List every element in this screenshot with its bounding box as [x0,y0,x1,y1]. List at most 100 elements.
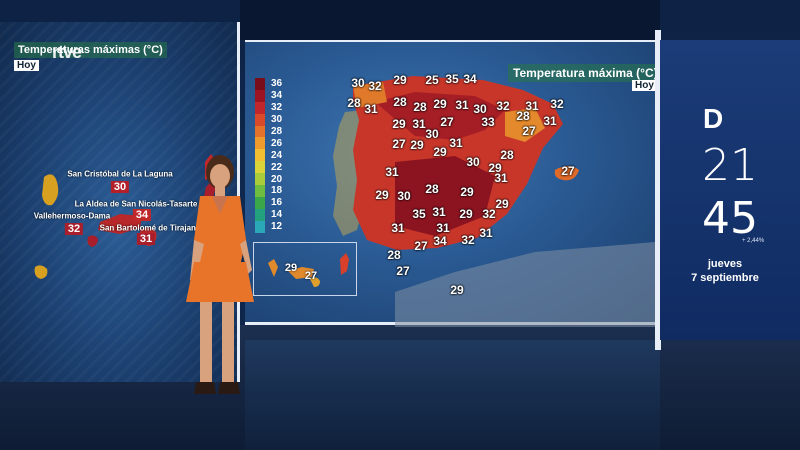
map-temperature-value: 34 [433,234,447,248]
map-temperature-value: 32 [482,207,496,221]
map-temperature-value: 31 [391,221,405,235]
island-tenerife [98,214,142,234]
map-temperature-value: 28 [413,100,427,114]
map-temperature-value: 28 [347,96,361,110]
main-map-title: Temperatura máxima (°C) [508,64,663,82]
map-temperature-value: 30 [425,127,439,141]
iberia-map [333,76,660,327]
map-temperature-value: 29 [433,145,447,159]
map-temperature-value: 27 [561,164,575,178]
clock-hour: 21 [702,140,758,191]
legend-label: 22 [271,161,283,173]
legend-row: 32 [255,101,315,114]
island-la-palma [42,174,59,206]
legend-swatch [255,101,265,114]
map-temperature-value: 30 [351,76,365,90]
legend-row: 34 [255,89,315,102]
city-label-la-laguna: San Cristóbal de La Laguna [67,169,173,179]
map-temperature-value: 31 [494,171,508,185]
map-temperature-value: 32 [461,233,475,247]
map-temperature-value: 25 [425,73,439,87]
legend-label: 28 [271,126,283,137]
legend-row: 12 [255,220,315,233]
legend-label: 34 [271,90,283,102]
legend-swatch [255,149,265,162]
legend-row: 24 [255,149,315,162]
canary-temp-east: 27 [304,270,318,282]
map-temperature-value: 30 [397,189,411,203]
map-temperature-value: 27 [414,239,428,253]
legend-swatch [255,113,265,126]
map-temperature-value: 29 [459,207,473,221]
legend-label: 18 [271,185,283,197]
city-label-la-aldea: La Aldea de San Nicolás-Tasarte [74,199,198,209]
legend-label: 12 [271,221,283,233]
rtve-logo: rtve [52,42,82,62]
top-frame [240,0,660,40]
clock-minute: 45 [702,193,758,244]
map-temperature-value: 35 [445,72,459,86]
map-temperature-value: 28 [387,248,401,262]
map-temperature-value: 31 [525,99,539,113]
channel-logo: D [703,103,724,134]
temperature-legend: 36 34 32 30 28 26 24 22 20 18 16 14 12 [255,78,315,233]
spain-hot-zone-north [375,92,505,140]
map-temperature-value: 33 [481,115,495,129]
map-temperature-value: 31 [432,205,446,219]
map-temperature-value: 27 [392,137,406,151]
legend-row: 30 [255,113,315,126]
left-day-label: Hoy [14,60,39,71]
legend-label: 24 [271,149,283,161]
map-temperature-value: 29 [392,117,406,131]
legend-swatch [255,89,265,102]
legend-swatch [255,185,265,197]
legend-swatch [255,173,265,186]
map-temperature-value: 31 [449,136,463,150]
map-temperature-value: 28 [516,109,530,123]
map-temperature-value: 30 [466,155,480,169]
map-temperature-value: 28 [425,182,439,196]
legend-row: 26 [255,137,315,150]
map-temperature-value: 28 [500,148,514,162]
legend-label: 14 [271,209,283,221]
map-temperature-value: 27 [522,124,536,138]
map-temperature-value: 31 [385,165,399,179]
map-temperature-value: 35 [412,207,426,221]
legend-row: 36 [255,78,315,90]
spain-hot-zone-south [395,156,495,236]
map-temperature-value: 31 [479,226,493,240]
floor-reflection [245,340,660,450]
legend-swatch [255,161,265,174]
map-temperature-value: 29 [460,185,474,199]
temp-badge-la-laguna: 30 [110,181,130,193]
date-label: 7 septiembre [691,272,759,284]
map-temperature-value: 31 [455,98,469,112]
legend-label: 30 [271,114,283,126]
map-temperature-value: 32 [368,79,382,93]
legend-swatch [255,125,265,138]
map-temperature-value: 29 [495,197,509,211]
legend-row: 18 [255,185,315,197]
legend-swatch [255,196,265,209]
market-change: + 2,44% [742,238,765,244]
city-label-vallehermoso: Vallehermoso-Dama [33,211,111,221]
clock-panel [660,40,800,340]
legend-label: 32 [271,102,283,114]
legend-label: 16 [271,197,283,209]
legend-swatch [255,220,265,233]
map-temperature-value: 31 [364,102,378,116]
legend-row: 28 [255,125,315,138]
map-temperature-value: 29 [375,188,389,202]
legend-row: 16 [255,196,315,209]
map-temperature-value: 30 [473,102,487,116]
legend-label: 20 [271,173,283,185]
map-temperature-value: 29 [433,97,447,111]
legend-label: 26 [271,137,283,149]
map-temperature-value: 29 [410,138,424,152]
map-temperature-value: 29 [450,283,464,297]
map-temperature-value: 31 [436,221,450,235]
city-label-san-bartolome: San Bartolomé de Tirajana [99,223,201,233]
legend-swatch [255,78,265,90]
temp-badge-vallehermoso: 32 [64,223,84,235]
